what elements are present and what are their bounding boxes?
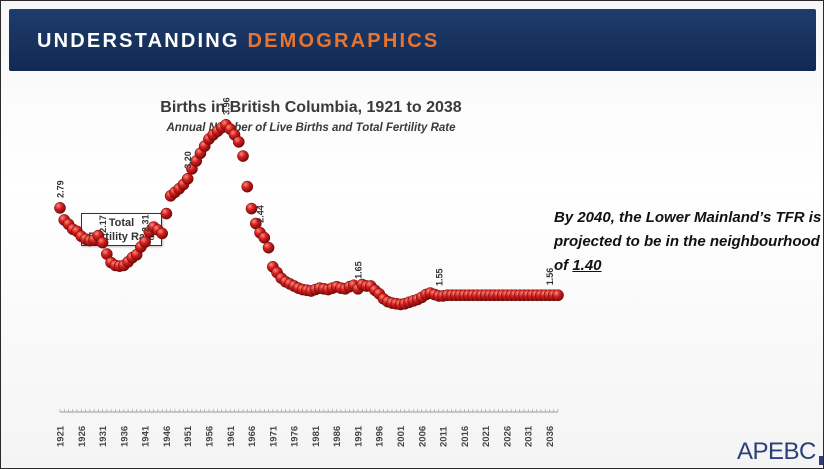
- data-labels: 2.79 2.17 2.31 3.20 3.96 2.44 1.65 1.55 1.56: [56, 97, 555, 286]
- data-point: [237, 150, 249, 162]
- data-label: 2.79: [56, 180, 66, 198]
- x-tick-label: 2016: [460, 426, 471, 447]
- data-point: [258, 231, 271, 244]
- x-tick-label: 2036: [545, 426, 556, 447]
- x-tick-label: 1971: [268, 425, 279, 447]
- tfr-legend-line1: Total: [108, 217, 135, 229]
- data-label: 2.44: [256, 205, 266, 223]
- x-tick-label: 1951: [183, 425, 194, 447]
- header-bar: UNDERSTANDING DEMOGRAPHICS: [9, 9, 816, 71]
- x-tick-label: 2011: [439, 426, 450, 447]
- callout-text: By 2040, the Lower Mainland’s TFR is pro…: [554, 209, 822, 274]
- x-tick-label: 1981: [311, 425, 322, 447]
- data-point: [245, 202, 258, 215]
- data-point: [232, 136, 245, 148]
- x-tick-label: 1976: [290, 426, 301, 447]
- data-point: [552, 289, 564, 302]
- chart-title: Births in British Columbia, 1921 to 2038: [160, 99, 462, 116]
- x-tick-label: 2026: [502, 426, 513, 447]
- data-label: 1.55: [434, 268, 444, 286]
- data-point: [160, 207, 173, 220]
- data-label: 2.31: [141, 214, 151, 232]
- data-point: [181, 172, 194, 185]
- x-tick-label: 1966: [247, 426, 258, 447]
- slide-title-accent: DEMOGRAPHICS: [247, 30, 440, 52]
- slide-title-main: UNDERSTANDING: [37, 30, 248, 52]
- x-tick-label: 1936: [119, 426, 130, 447]
- x-tick-label: 2021: [481, 425, 492, 447]
- data-point: [96, 236, 109, 249]
- x-tick-label: 1941: [141, 425, 152, 447]
- x-tick-label: 1931: [98, 425, 109, 447]
- data-label: 2.17: [98, 215, 108, 233]
- data-point: [139, 236, 151, 248]
- x-tick-label: 1961: [226, 425, 237, 447]
- data-point: [54, 202, 66, 214]
- data-point: [241, 180, 254, 193]
- x-tick-label: 1926: [77, 426, 88, 447]
- x-tick-label: 1946: [162, 426, 173, 447]
- data-label: 1.65: [353, 261, 363, 279]
- callout-value: 1.40: [572, 257, 602, 274]
- x-tick-label: 2006: [417, 426, 428, 447]
- data-points: [54, 118, 564, 311]
- x-tick-label: 1956: [204, 426, 215, 447]
- slide-title: UNDERSTANDING DEMOGRAPHICS: [37, 30, 439, 53]
- apebc-logo: APEBC: [737, 438, 816, 465]
- data-point: [262, 241, 275, 254]
- x-tick-label: 1921: [56, 425, 67, 447]
- logo-mark: [819, 456, 823, 465]
- x-tick-label: 1996: [375, 426, 386, 447]
- x-tick-label: 1991: [353, 425, 364, 447]
- x-tick-label: 2001: [396, 425, 407, 447]
- x-tick-label: 2031: [524, 425, 535, 447]
- data-label: 3.96: [222, 97, 232, 115]
- x-axis: 1921 1926 1931 1936 1941 1946 1951 1956 1961 1966…: [56, 409, 559, 447]
- data-point: [156, 227, 168, 240]
- x-tick-label: 1986: [332, 426, 343, 447]
- projection-callout: By 2040, the Lower Mainland’s TFR is pro…: [554, 206, 822, 278]
- data-label: 1.56: [545, 268, 555, 286]
- data-label: 3.20: [183, 151, 193, 169]
